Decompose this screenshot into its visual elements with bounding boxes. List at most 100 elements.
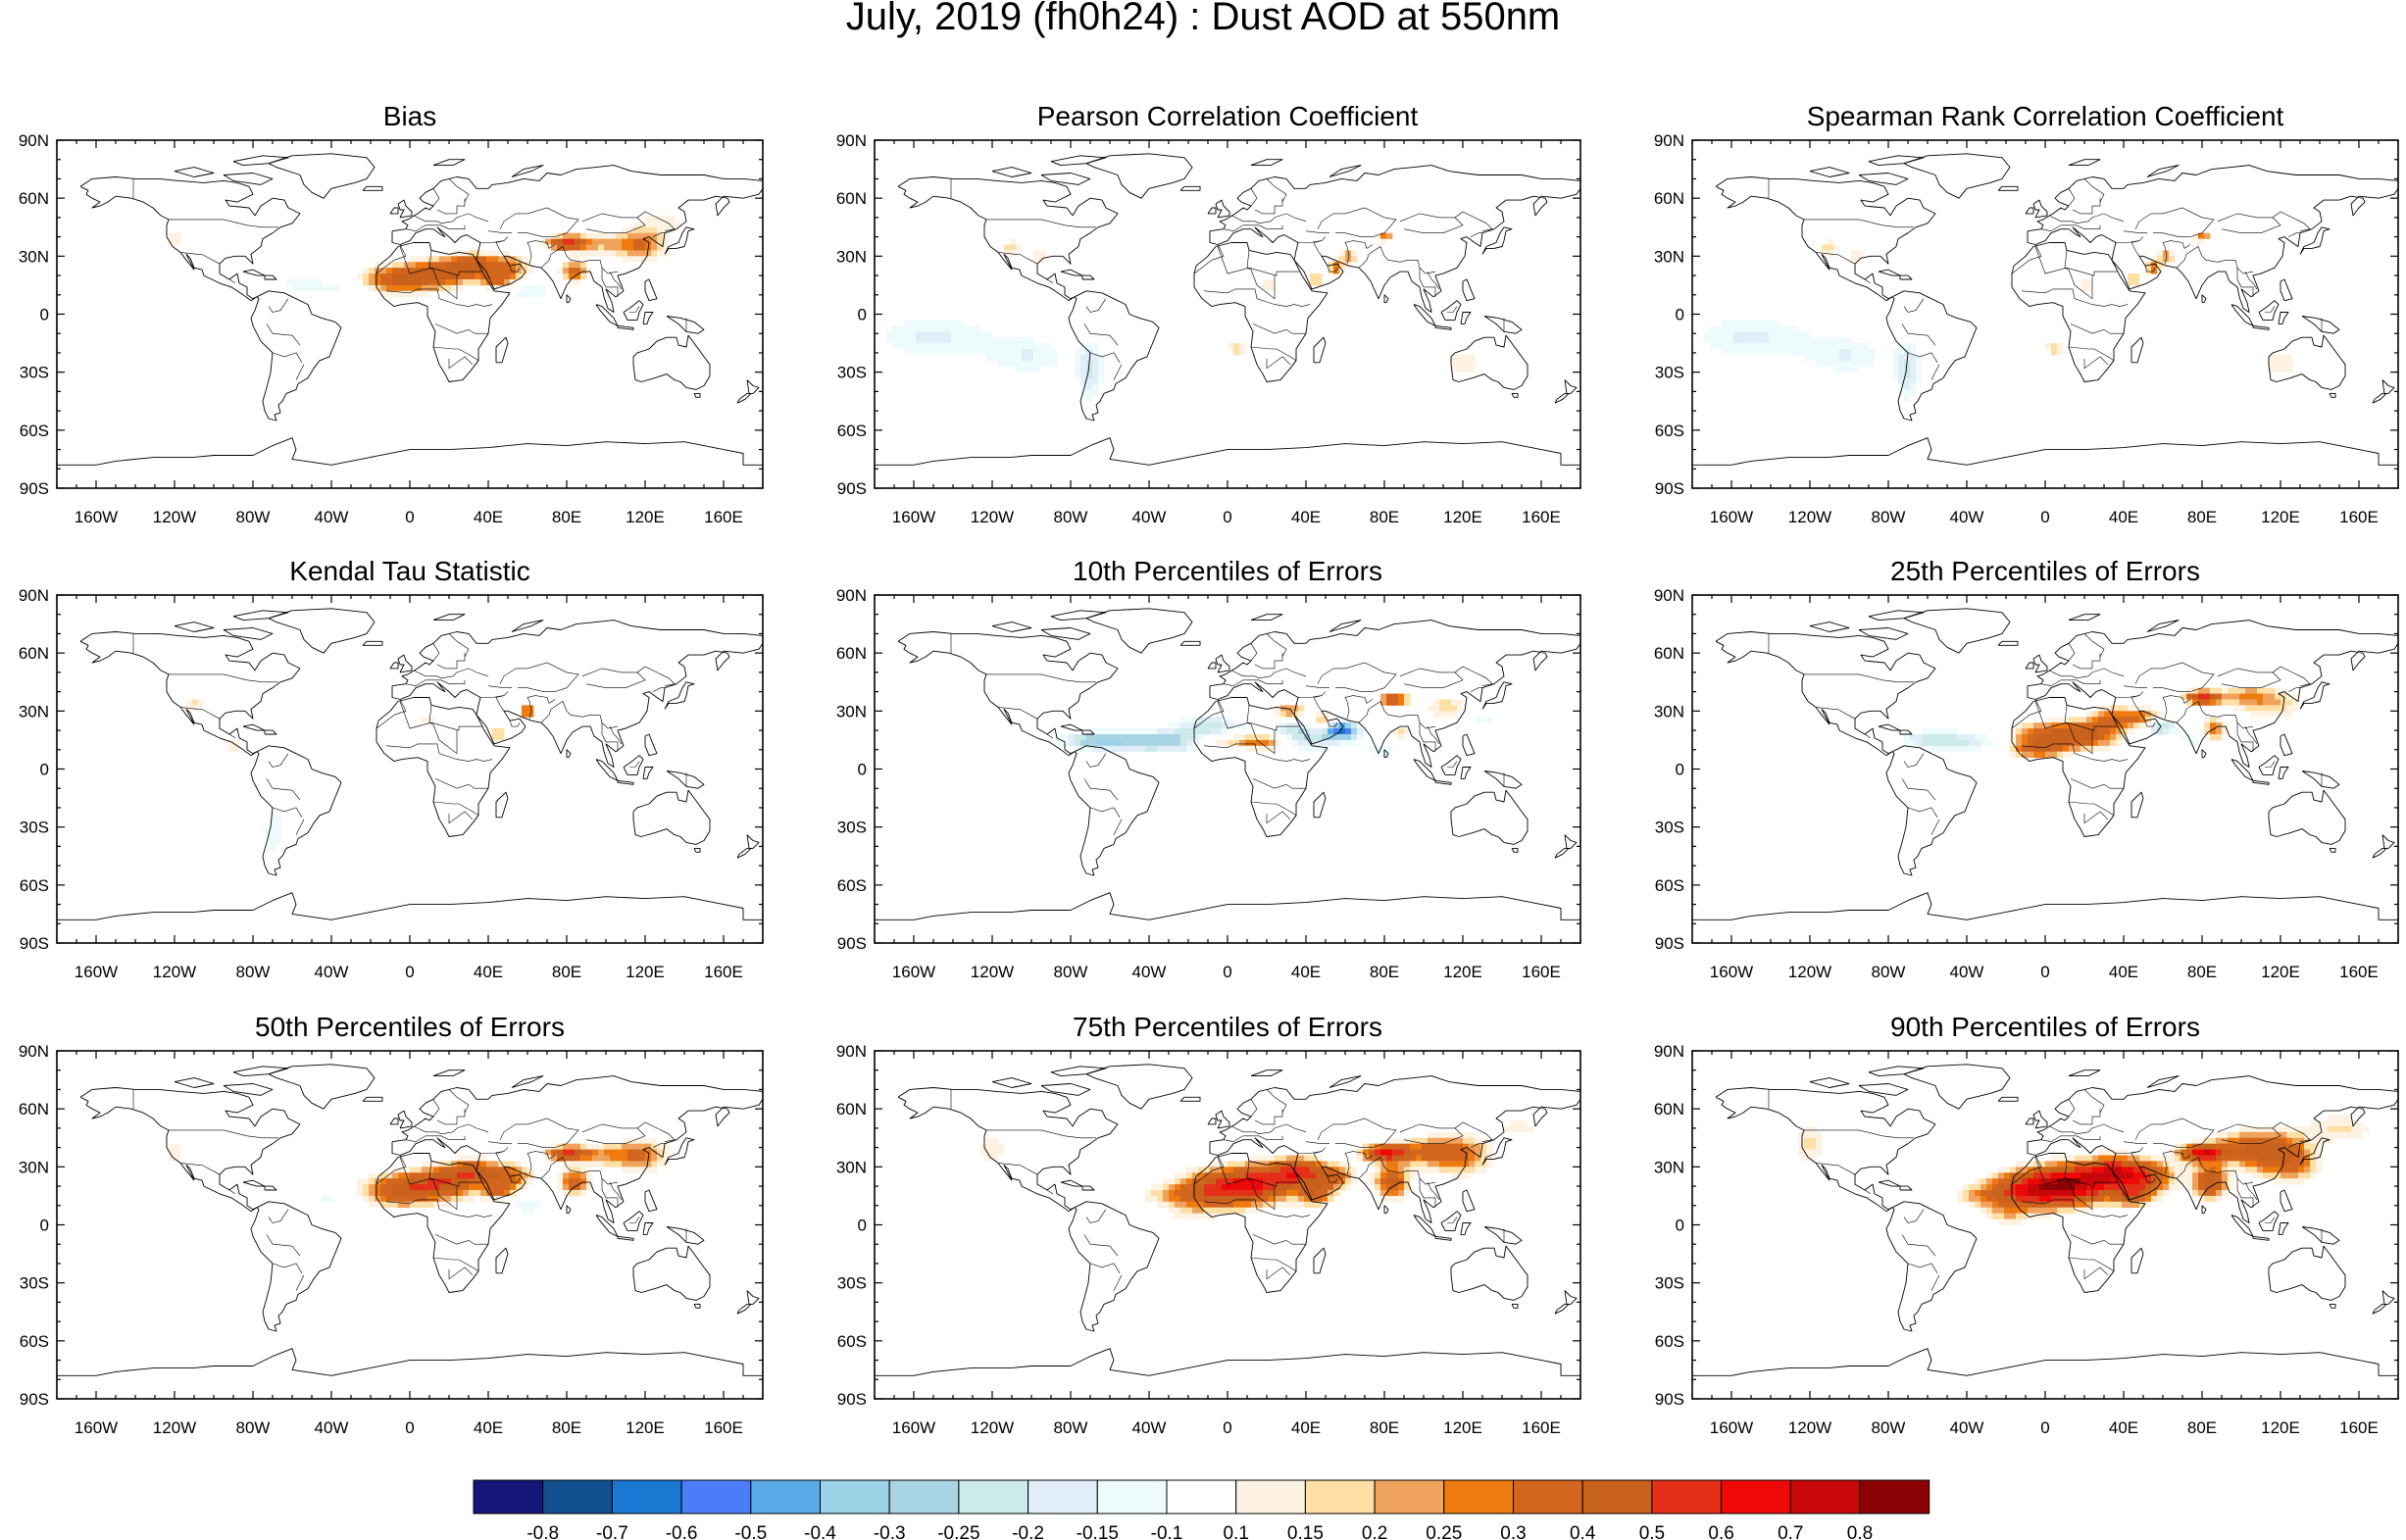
lon-tick-label: 160E bbox=[1522, 1418, 1561, 1437]
lon-tick-label: 160E bbox=[1522, 963, 1561, 981]
lon-tick-label: 80E bbox=[2187, 963, 2217, 981]
data-field bbox=[169, 215, 681, 298]
colorbar-label: 0.1 bbox=[1223, 1523, 1248, 1540]
lon-tick-label: 160W bbox=[75, 508, 118, 526]
lon-tick-label: 0 bbox=[2040, 963, 2049, 981]
lon-tick-label: 120E bbox=[2261, 963, 2300, 981]
lon-tick-label: 40W bbox=[1950, 1418, 1984, 1437]
map-frame bbox=[56, 594, 764, 944]
lat-tick-label: 60N bbox=[19, 644, 49, 663]
lon-tick-label: 120E bbox=[1443, 1418, 1482, 1437]
colorbar-box bbox=[680, 1479, 752, 1515]
lon-tick-label: 160W bbox=[892, 963, 935, 981]
map-frame bbox=[874, 139, 1581, 489]
colorbar-label: 0.25 bbox=[1426, 1523, 1462, 1540]
colorbar-label: -0.6 bbox=[666, 1523, 698, 1540]
coastlines bbox=[1692, 1064, 2398, 1376]
colorbar-label: 0.15 bbox=[1287, 1523, 1324, 1540]
lon-tick-label: 80W bbox=[236, 963, 271, 981]
panel-title: Pearson Correlation Coefficient bbox=[1037, 101, 1419, 131]
lon-tick-label: 120W bbox=[971, 1418, 1014, 1437]
axis-ticks bbox=[874, 139, 1581, 489]
colorbar-label: -0.15 bbox=[1077, 1523, 1119, 1540]
colorbar-box bbox=[820, 1479, 890, 1515]
coastlines bbox=[875, 153, 1580, 466]
lon-tick-label: 40E bbox=[1291, 1418, 1321, 1437]
lon-tick-label: 160E bbox=[704, 1418, 743, 1437]
axis-ticks bbox=[1691, 594, 2399, 944]
colorbar-label: -0.7 bbox=[596, 1523, 628, 1540]
lon-tick-label: 80W bbox=[1054, 508, 1088, 526]
lat-tick-label: 30N bbox=[836, 702, 867, 720]
panel-title: 10th Percentiles of Errors bbox=[1073, 556, 1382, 586]
colorbar-label: 0.2 bbox=[1362, 1523, 1387, 1540]
lon-tick-label: 0 bbox=[1223, 1418, 1231, 1437]
panel-title: 90th Percentiles of Errors bbox=[1890, 1012, 2200, 1042]
lat-tick-label: 60S bbox=[1655, 876, 1684, 895]
lon-tick-label: 120W bbox=[153, 1418, 196, 1437]
map-panel: Kendal Tau Statistic 90N 60N 30N 0 30S 60S 90S 1… bbox=[19, 556, 764, 981]
lat-tick-label: 30N bbox=[19, 702, 49, 720]
coastlines bbox=[875, 1064, 1580, 1376]
lat-tick-label: 90N bbox=[836, 1042, 867, 1061]
map-frame bbox=[1691, 139, 2399, 489]
colorbar-box bbox=[1096, 1479, 1168, 1515]
lon-tick-label: 120E bbox=[626, 508, 665, 526]
lon-tick-label: 80W bbox=[236, 508, 271, 526]
colorbar-box bbox=[1721, 1479, 1791, 1515]
data-field bbox=[186, 699, 534, 851]
lon-tick-label: 40W bbox=[315, 508, 349, 526]
lon-tick-label: 160W bbox=[1710, 508, 1753, 526]
lon-tick-label: 40W bbox=[1950, 508, 1984, 526]
coastlines bbox=[57, 153, 763, 466]
lat-tick-label: 60N bbox=[836, 189, 867, 208]
lat-tick-label: 30S bbox=[20, 364, 49, 382]
lon-tick-label: 40W bbox=[315, 1418, 349, 1437]
lon-tick-label: 80W bbox=[236, 1418, 271, 1437]
colorbar-label: -0.8 bbox=[526, 1523, 559, 1540]
map-panel: 75th Percentiles of Errors 90N 60N 30N 0 30S 6… bbox=[836, 1012, 1581, 1437]
colorbar-label: -0.1 bbox=[1151, 1523, 1183, 1540]
lon-tick-label: 120E bbox=[1443, 963, 1482, 981]
lon-tick-label: 0 bbox=[1223, 508, 1231, 526]
lon-tick-label: 80W bbox=[1054, 963, 1088, 981]
lat-tick-label: 90N bbox=[19, 586, 49, 605]
lat-tick-label: 30S bbox=[837, 1274, 867, 1293]
colorbar-box bbox=[1304, 1479, 1376, 1515]
lat-tick-label: 30N bbox=[836, 247, 867, 266]
map-panel: 10th Percentiles of Errors 90N 60N 30N 0 30S 6… bbox=[836, 556, 1581, 981]
colorbar-box bbox=[1859, 1479, 1930, 1515]
lon-tick-label: 0 bbox=[405, 508, 414, 526]
lon-tick-label: 40W bbox=[1132, 963, 1167, 981]
lon-tick-label: 160W bbox=[75, 1418, 118, 1437]
lon-tick-label: 40E bbox=[1291, 508, 1321, 526]
coastlines bbox=[875, 608, 1580, 920]
lat-tick-label: 60S bbox=[1655, 1332, 1684, 1351]
country-borders bbox=[1768, 178, 2323, 380]
axis-ticks bbox=[874, 594, 1581, 944]
country-borders bbox=[1768, 1089, 2323, 1291]
lon-tick-label: 80E bbox=[1370, 508, 1399, 526]
map-panel: 90th Percentiles of Errors 90N 60N 30N 0 30S 6… bbox=[1654, 1012, 2399, 1437]
lon-tick-label: 40W bbox=[1132, 1418, 1167, 1437]
lon-tick-label: 160E bbox=[704, 963, 743, 981]
country-borders bbox=[132, 1089, 687, 1291]
map-panel: Pearson Correlation Coefficient 90N 60N 30N… bbox=[836, 101, 1581, 526]
lat-tick-label: 60N bbox=[1654, 1100, 1684, 1118]
colorbar-box bbox=[1235, 1479, 1306, 1515]
lon-tick-label: 160W bbox=[75, 963, 118, 981]
lon-tick-label: 80W bbox=[1872, 1418, 1906, 1437]
axis-ticks bbox=[1691, 1050, 2399, 1400]
lat-tick-label: 60S bbox=[837, 422, 867, 440]
colorbar-label: -0.5 bbox=[734, 1523, 767, 1540]
country-borders bbox=[132, 178, 687, 380]
lat-tick-label: 90S bbox=[837, 934, 867, 953]
colorbar-box bbox=[473, 1479, 544, 1515]
lon-tick-label: 120E bbox=[2261, 1418, 2300, 1437]
colorbar-box bbox=[1028, 1479, 1098, 1515]
colorbar-label: -0.25 bbox=[937, 1523, 979, 1540]
lat-tick-label: 90S bbox=[1655, 479, 1684, 498]
lat-tick-label: 30N bbox=[836, 1158, 867, 1176]
lat-tick-label: 60N bbox=[1654, 644, 1684, 663]
lat-tick-label: 0 bbox=[40, 761, 49, 779]
